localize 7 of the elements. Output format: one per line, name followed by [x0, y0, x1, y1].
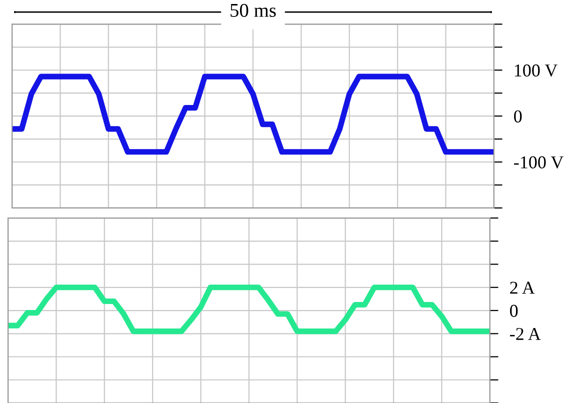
y-tick-label: 2 A — [510, 282, 535, 294]
text: 50 ms — [230, 4, 276, 17]
y-tick-label: 100 V — [514, 64, 558, 77]
y-tick-label: -2 A — [510, 328, 541, 340]
y-tick-label: 0 — [510, 304, 518, 317]
y-tick-label: 0 — [514, 110, 522, 123]
y-tick-label: -100 V — [514, 156, 564, 169]
